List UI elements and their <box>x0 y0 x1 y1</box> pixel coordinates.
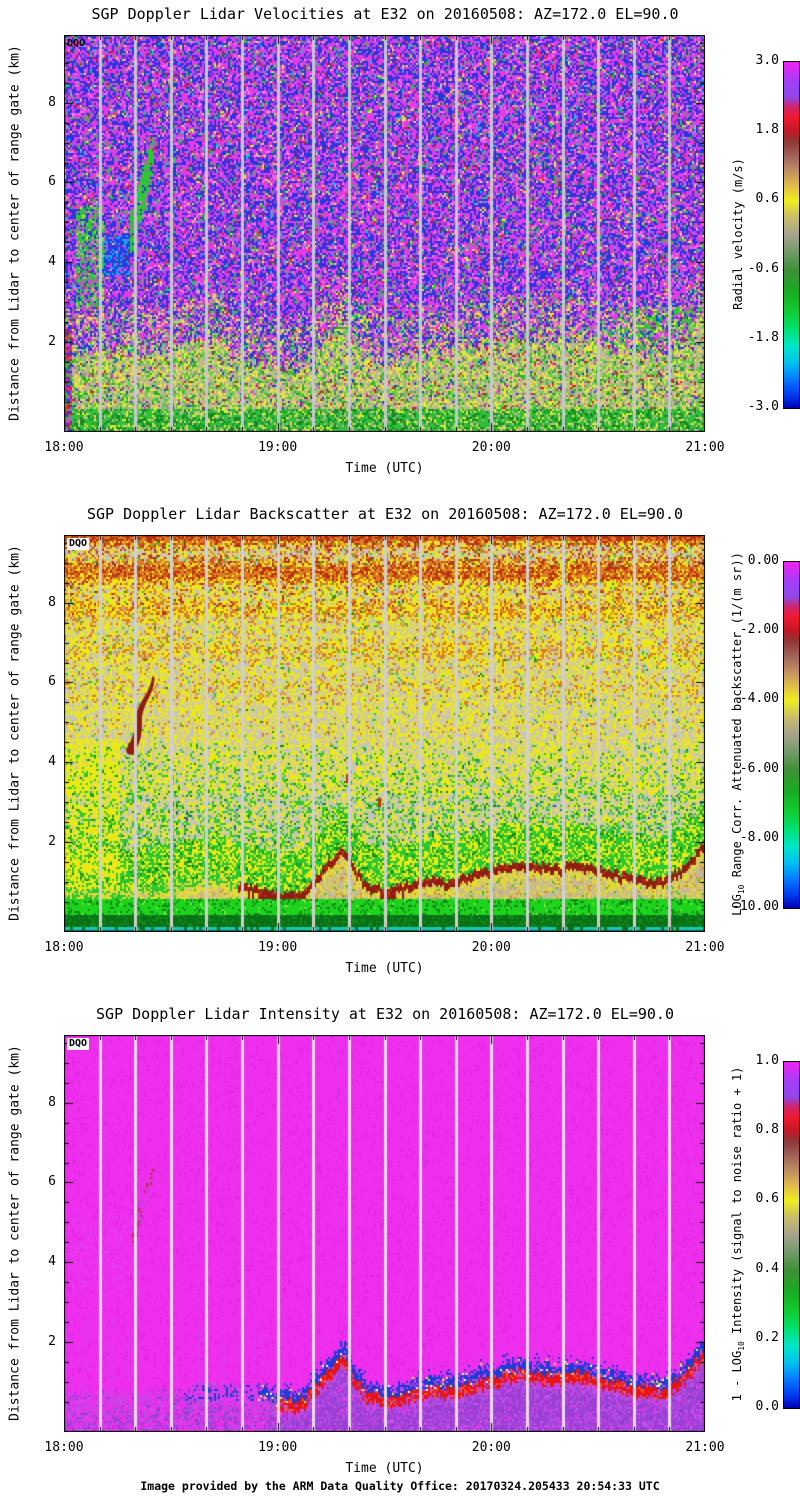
x-axis-label: Time (UTC) <box>345 1461 424 1476</box>
y-tick-label: 4 <box>48 1254 56 1270</box>
y-tick-label: 6 <box>48 674 56 690</box>
colorbar-tick-label: 0.6 <box>755 191 779 207</box>
x-tick-label: 21:00 <box>685 440 725 455</box>
x-tick-label: 18:00 <box>44 940 84 955</box>
colorbar-label-text: Radial velocity (m/s) <box>731 158 745 310</box>
panel-title: SGP Doppler Lidar Velocities at E32 on 2… <box>91 5 679 23</box>
colorbar-tick-label: 0.6 <box>755 1191 779 1207</box>
y-axis-label: Distance from Lidar to center of range g… <box>7 45 23 421</box>
colorbar-tick-label: 0.8 <box>755 1122 779 1138</box>
colorbar-tick-label: -0.6 <box>747 260 779 276</box>
x-tick-label: 18:00 <box>44 1440 84 1455</box>
colorbar-tick-label: 1.0 <box>755 1053 779 1068</box>
colorbar-label-text: Intensity (signal to noise ratio + 1) <box>729 1066 744 1342</box>
colorbar-label-text: Range Corr. Attenuated backscatter (1/(m… <box>729 552 744 885</box>
colorbar-tick-label: -6.00 <box>739 760 779 776</box>
colorbar-tick-label: -10.00 <box>732 899 779 914</box>
colorbar-tick-label: -3.0 <box>747 399 779 414</box>
x-axis-label: Time (UTC) <box>345 961 424 976</box>
dqo-watermark: DQO <box>67 1038 90 1050</box>
colorbar-label-text: 1 - LOG <box>729 1350 744 1402</box>
y-tick-label: 2 <box>48 833 56 849</box>
intensity-heatmap <box>64 1035 705 1432</box>
x-tick-label: 19:00 <box>258 440 298 455</box>
x-tick-label: 20:00 <box>471 940 511 955</box>
colorbar-label: LOG10 Range Corr. Attenuated backscatter… <box>730 552 746 916</box>
x-tick-label: 21:00 <box>685 940 725 955</box>
dqo-watermark: DQO <box>67 538 90 550</box>
colorbar-tick-label: 0.0 <box>755 1399 779 1414</box>
colorbar-tick-label: -8.00 <box>739 829 779 845</box>
y-tick-label: 8 <box>48 594 56 610</box>
velocity-heatmap <box>64 35 705 432</box>
backscatter-panel: SGP Doppler Lidar Backscatter at E32 on … <box>0 500 800 1000</box>
y-tick-label: 2 <box>48 333 56 349</box>
colorbar-tick-label: 0.4 <box>755 1260 779 1276</box>
provenance-footer: Image provided by the ARM Data Quality O… <box>140 1479 660 1493</box>
y-tick-label: 2 <box>48 1333 56 1349</box>
x-tick-label: 21:00 <box>685 1440 725 1455</box>
colorbar-tick-label: 1.8 <box>755 122 779 138</box>
y-tick-label: 8 <box>48 1094 56 1110</box>
x-tick-label: 20:00 <box>471 1440 511 1455</box>
y-tick-label: 4 <box>48 754 56 770</box>
colorbar-tick-label: -4.00 <box>739 691 779 707</box>
colorbar-tick-label: 3.0 <box>755 53 779 68</box>
panel-title: SGP Doppler Lidar Intensity at E32 on 20… <box>96 1005 674 1023</box>
backscatter-heatmap <box>64 535 705 932</box>
colorbar <box>783 1061 800 1409</box>
colorbar <box>783 61 800 409</box>
y-tick-label: 6 <box>48 1174 56 1190</box>
x-axis-label: Time (UTC) <box>345 461 424 476</box>
colorbar-tick-label: -1.8 <box>747 329 779 345</box>
x-tick-label: 20:00 <box>471 440 511 455</box>
colorbar-tick-label: -2.00 <box>739 622 779 638</box>
velocity-panel: SGP Doppler Lidar Velocities at E32 on 2… <box>0 0 800 500</box>
y-tick-label: 4 <box>48 254 56 270</box>
colorbar-label: Radial velocity (m/s) <box>731 158 745 310</box>
y-axis-label: Distance from Lidar to center of range g… <box>7 545 23 921</box>
y-tick-label: 6 <box>48 174 56 190</box>
colorbar-label-subscript: 10 <box>737 1341 747 1351</box>
colorbar-label-subscript: 10 <box>737 884 747 895</box>
intensity-panel: SGP Doppler Lidar Intensity at E32 on 20… <box>0 1000 800 1500</box>
colorbar-label: 1 - LOG10 Intensity (signal to noise rat… <box>730 1067 746 1402</box>
colorbar <box>783 561 800 909</box>
panel-title: SGP Doppler Lidar Backscatter at E32 on … <box>86 505 684 523</box>
colorbar-label-text: LOG <box>729 894 744 916</box>
x-tick-label: 18:00 <box>44 440 84 455</box>
colorbar-tick-label: 0.00 <box>747 553 779 568</box>
y-tick-label: 8 <box>48 94 56 110</box>
x-tick-label: 19:00 <box>258 940 298 955</box>
x-tick-label: 19:00 <box>258 1440 298 1455</box>
dqo-watermark: DQO <box>67 38 86 49</box>
y-axis-label: Distance from Lidar to center of range g… <box>7 1045 23 1421</box>
colorbar-tick-label: 0.2 <box>755 1329 779 1345</box>
